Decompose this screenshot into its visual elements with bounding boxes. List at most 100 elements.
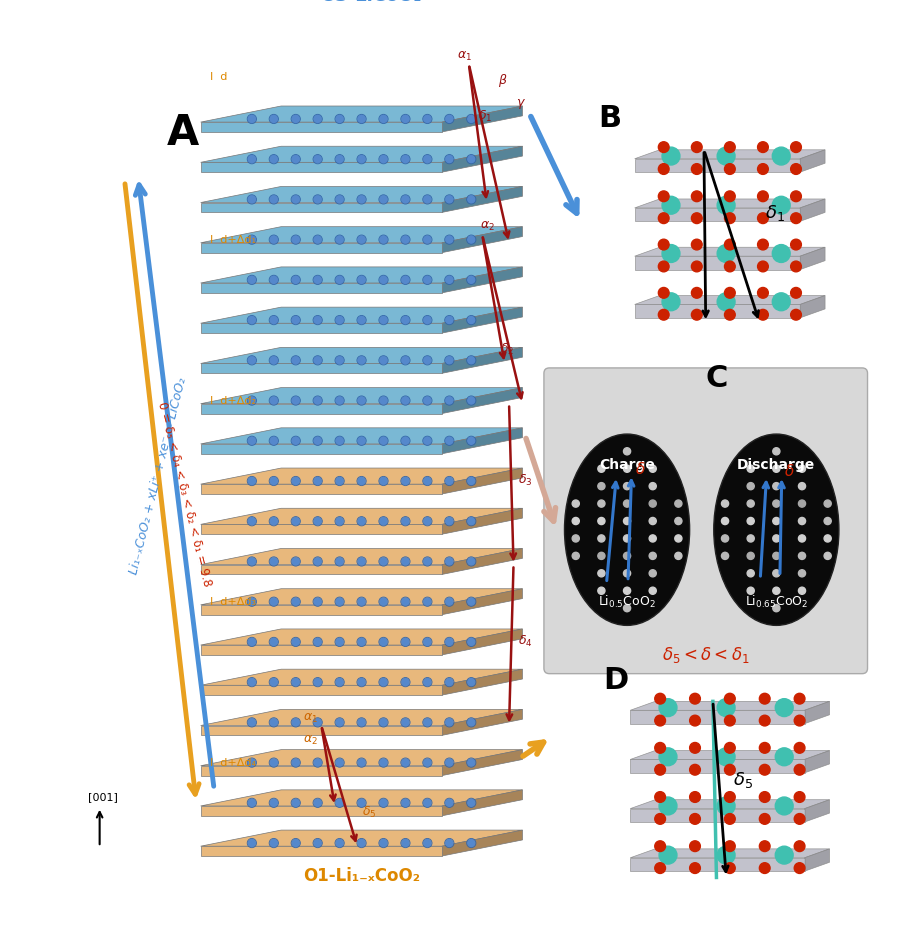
Circle shape: [292, 34, 299, 42]
Text: $\delta_4$: $\delta_4$: [518, 634, 532, 650]
Circle shape: [336, 317, 343, 323]
Polygon shape: [442, 226, 522, 253]
Circle shape: [794, 814, 805, 824]
Circle shape: [424, 638, 431, 646]
Circle shape: [336, 116, 343, 122]
Circle shape: [270, 156, 277, 163]
Circle shape: [794, 764, 805, 775]
Circle shape: [358, 598, 365, 605]
Circle shape: [380, 840, 387, 846]
Circle shape: [380, 477, 387, 485]
Circle shape: [572, 535, 579, 542]
Text: $\delta_5$: $\delta_5$: [362, 805, 376, 820]
Polygon shape: [201, 82, 442, 91]
Circle shape: [773, 500, 780, 507]
Polygon shape: [800, 295, 825, 318]
Circle shape: [467, 236, 475, 243]
Circle shape: [446, 800, 453, 806]
Circle shape: [747, 465, 755, 473]
Circle shape: [649, 517, 656, 525]
Circle shape: [649, 500, 656, 507]
Circle shape: [467, 517, 475, 525]
Circle shape: [270, 800, 277, 806]
Polygon shape: [800, 247, 825, 269]
Circle shape: [270, 477, 277, 485]
Circle shape: [402, 558, 409, 565]
Circle shape: [248, 236, 255, 243]
Circle shape: [691, 164, 702, 174]
Circle shape: [292, 800, 299, 806]
Circle shape: [747, 500, 755, 507]
Circle shape: [799, 587, 806, 595]
Circle shape: [790, 240, 801, 250]
Circle shape: [424, 276, 431, 283]
Circle shape: [270, 517, 277, 525]
Ellipse shape: [565, 434, 689, 625]
Circle shape: [270, 116, 277, 122]
Polygon shape: [201, 830, 522, 846]
Circle shape: [724, 261, 735, 272]
Polygon shape: [630, 849, 830, 857]
Polygon shape: [201, 589, 522, 605]
Text: O3-LiCoO₂: O3-LiCoO₂: [319, 0, 421, 5]
Circle shape: [446, 34, 453, 42]
Circle shape: [467, 477, 475, 485]
Circle shape: [424, 397, 431, 404]
Text: [001]: [001]: [88, 791, 118, 802]
Polygon shape: [201, 709, 522, 725]
Polygon shape: [201, 468, 522, 484]
Circle shape: [689, 863, 700, 873]
Text: D: D: [603, 665, 628, 695]
Circle shape: [358, 437, 365, 445]
Circle shape: [424, 477, 431, 485]
Circle shape: [717, 293, 735, 310]
Circle shape: [248, 840, 255, 846]
Circle shape: [402, 719, 409, 726]
Circle shape: [759, 764, 770, 775]
Polygon shape: [201, 565, 442, 574]
Circle shape: [314, 397, 321, 404]
Circle shape: [776, 846, 793, 864]
Circle shape: [314, 437, 321, 445]
Circle shape: [270, 196, 277, 203]
Circle shape: [623, 605, 631, 611]
Circle shape: [314, 800, 321, 806]
Circle shape: [336, 840, 343, 846]
Circle shape: [467, 397, 475, 404]
Circle shape: [659, 699, 677, 717]
Circle shape: [717, 699, 735, 717]
Circle shape: [402, 34, 409, 42]
Polygon shape: [442, 709, 522, 735]
Circle shape: [380, 196, 387, 203]
Circle shape: [794, 743, 805, 753]
Circle shape: [446, 276, 453, 283]
Circle shape: [790, 191, 801, 201]
Circle shape: [655, 863, 666, 873]
Circle shape: [424, 34, 431, 42]
Text: A: A: [167, 113, 199, 155]
Polygon shape: [201, 267, 522, 283]
Circle shape: [270, 276, 277, 283]
Circle shape: [649, 553, 656, 559]
Circle shape: [773, 605, 780, 611]
Circle shape: [380, 156, 387, 163]
Text: Charge: Charge: [599, 458, 655, 472]
Circle shape: [649, 569, 656, 577]
Circle shape: [467, 34, 475, 42]
Circle shape: [270, 75, 277, 82]
Circle shape: [336, 719, 343, 726]
Circle shape: [467, 800, 475, 806]
Circle shape: [380, 678, 387, 686]
Circle shape: [248, 719, 255, 726]
Circle shape: [424, 236, 431, 243]
Polygon shape: [630, 857, 804, 871]
Circle shape: [658, 142, 669, 153]
Circle shape: [358, 357, 365, 363]
Circle shape: [747, 517, 755, 525]
Circle shape: [292, 759, 299, 766]
Circle shape: [662, 293, 680, 310]
Polygon shape: [442, 749, 522, 775]
Circle shape: [248, 678, 255, 686]
Circle shape: [675, 535, 682, 542]
Circle shape: [467, 437, 475, 445]
